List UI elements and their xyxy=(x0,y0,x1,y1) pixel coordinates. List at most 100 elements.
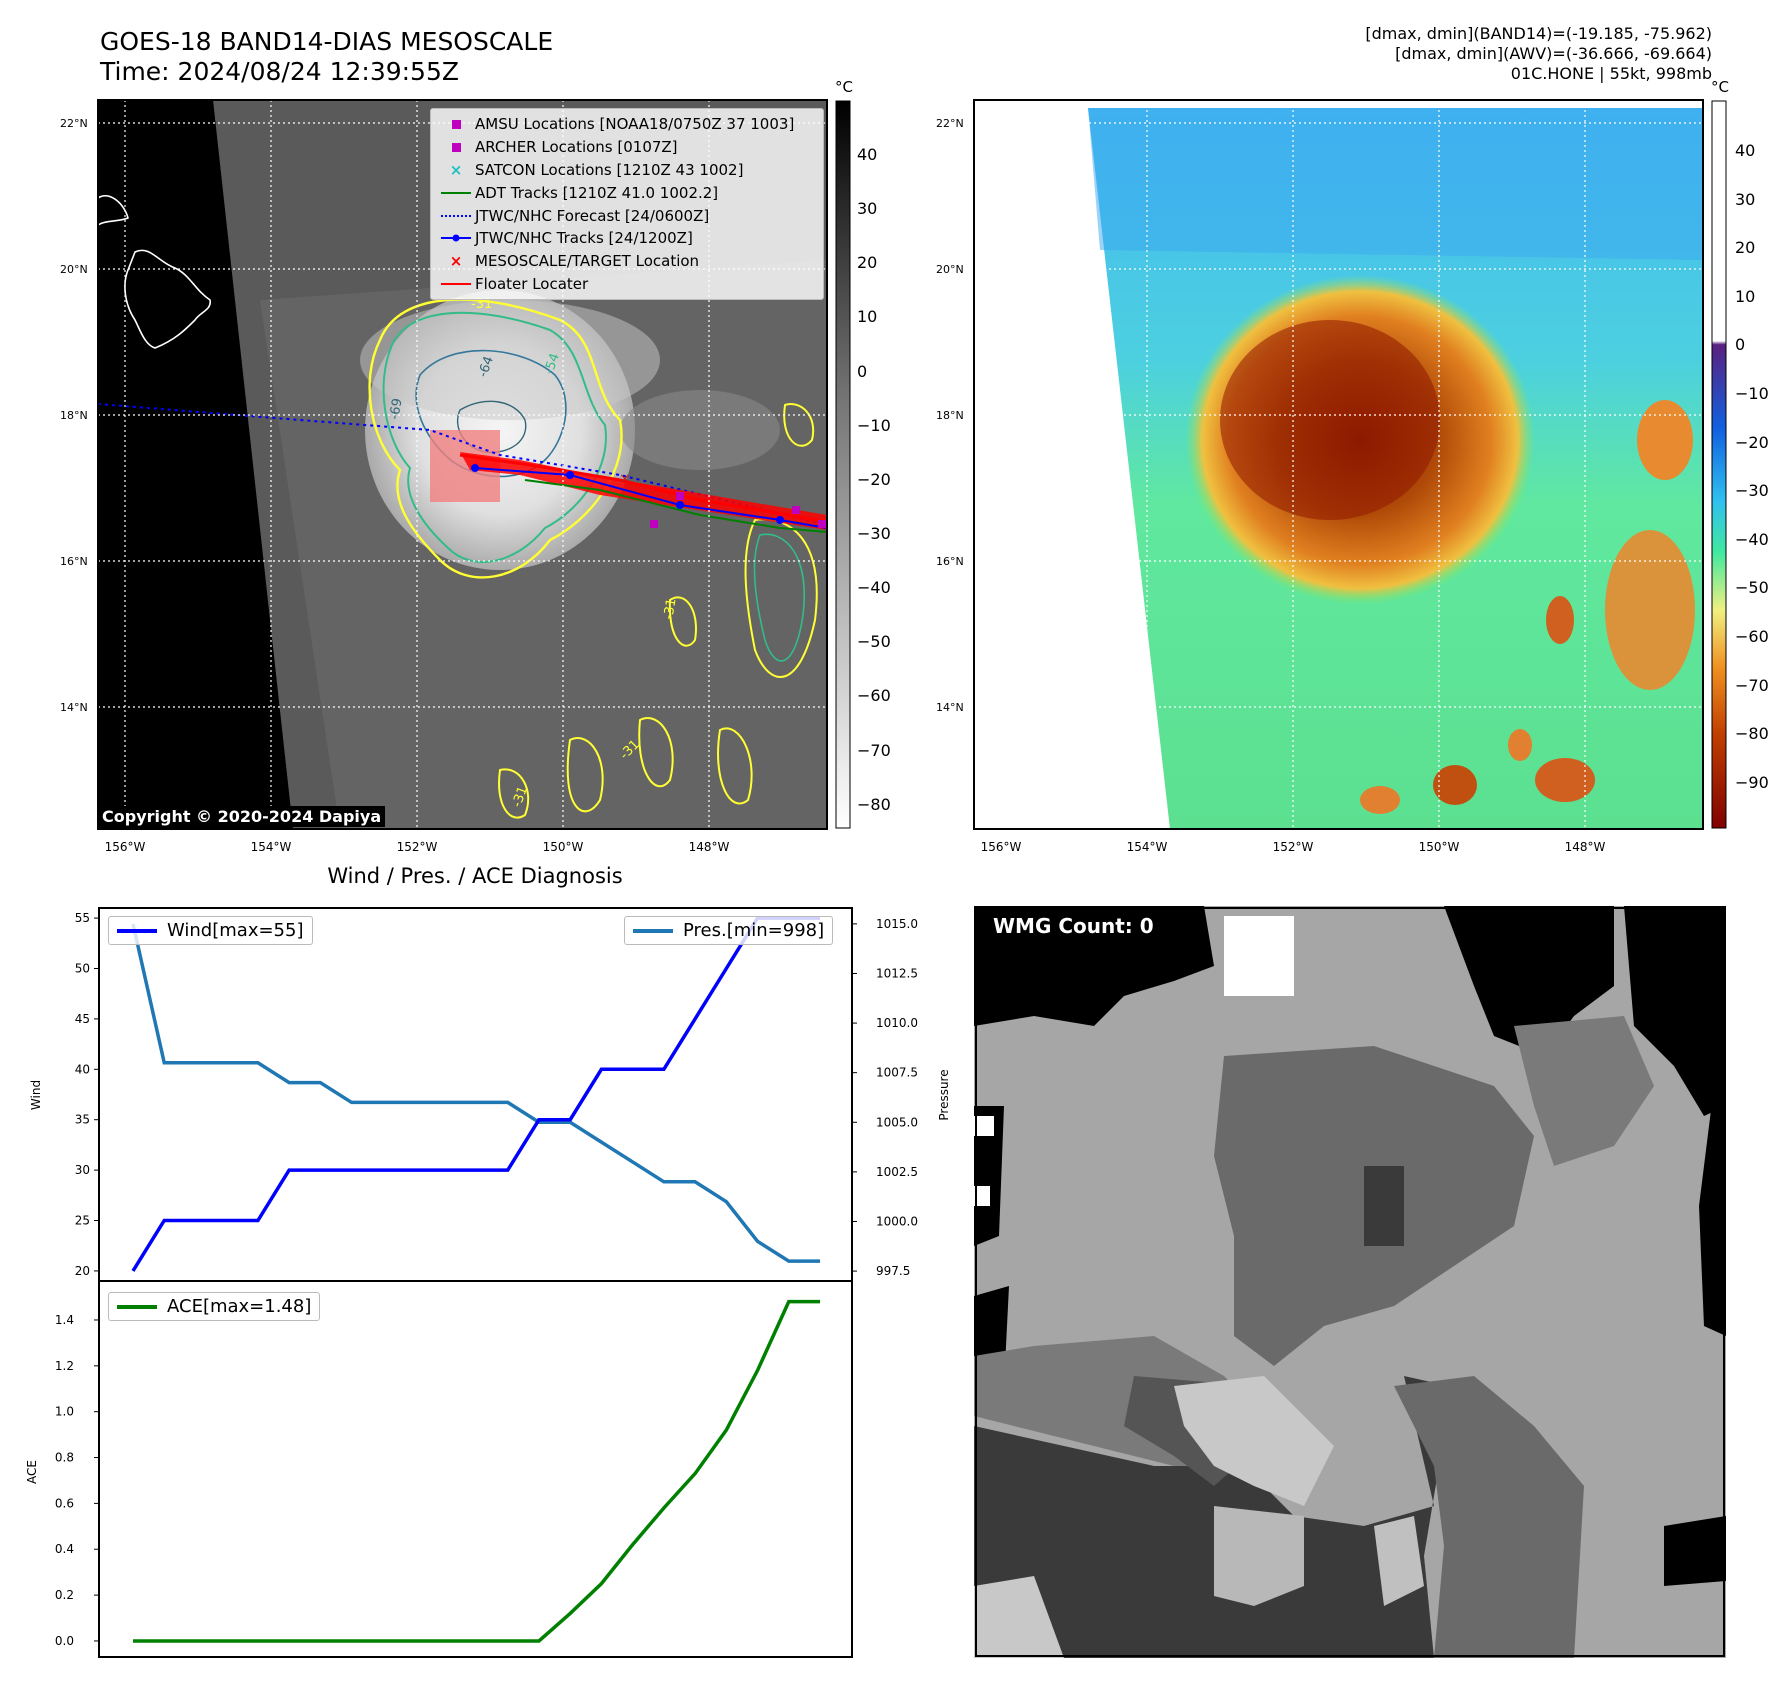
ace-tick-label: 0.2 xyxy=(55,1588,74,1602)
x-marker-icon: × xyxy=(449,252,463,271)
pressure-tick-label: 1000.0 xyxy=(876,1214,918,1228)
ir-lat-ticks: 22°N 20°N 18°N 16°N 14°N xyxy=(60,117,88,714)
ir-cbar-tick: −40 xyxy=(857,578,891,597)
ace-legend: ACE[max=1.48] xyxy=(108,1292,321,1321)
line-icon xyxy=(633,928,673,933)
wind-tick-label: 45 xyxy=(75,1012,90,1026)
svg-text:×: × xyxy=(619,471,631,487)
wind-axis-label: Wind xyxy=(29,1080,43,1110)
ir-cbar-tick: 10 xyxy=(857,307,877,326)
dmax-awv: [dmax, dmin](AWV)=(-36.666, -69.664) xyxy=(1395,44,1712,63)
lon-tick: 152°W xyxy=(1273,840,1314,854)
ace-series-line xyxy=(133,1299,820,1643)
ir-cbar-tick: −60 xyxy=(857,686,891,705)
pressure-tick-label: 1010.0 xyxy=(876,1016,918,1030)
contour-label: -69 xyxy=(387,397,405,421)
dotted-line-icon xyxy=(437,206,475,226)
ir-cbar-tick: 0 xyxy=(857,362,867,381)
lon-tick: 156°W xyxy=(981,840,1022,854)
legend-label: ARCHER Locations [0107Z] xyxy=(475,138,678,157)
legend-label: SATCON Locations [1210Z 43 1002] xyxy=(475,160,744,179)
square-icon xyxy=(437,137,475,157)
lat-tick: 20°N xyxy=(936,263,964,276)
ir-cbar-tick: 20 xyxy=(857,253,877,272)
wv-cbar-tick: 30 xyxy=(1735,190,1755,209)
lat-tick: 16°N xyxy=(936,555,964,568)
wind-tick-label: 30 xyxy=(75,1163,90,1177)
lat-tick: 14°N xyxy=(936,701,964,714)
wv-cbar-tick: 10 xyxy=(1735,287,1755,306)
pressure-tick-label: 1015.0 xyxy=(876,917,918,931)
wv-cbar-tick: 40 xyxy=(1735,141,1755,160)
legend-label: Wind[max=55] xyxy=(167,920,304,941)
legend-entry-forecast: JTWC/NHC Forecast [24/0600Z] xyxy=(437,204,817,227)
pressure-tick-label: 997.5 xyxy=(876,1264,910,1278)
wv-cbar-tick: 20 xyxy=(1735,238,1755,257)
ir-map-legend: AMSU Locations [NOAA18/0750Z 37 1003] AR… xyxy=(430,108,824,301)
wind-series-line xyxy=(131,916,820,1272)
lat-tick: 22°N xyxy=(936,117,964,130)
contour-label: -31 xyxy=(471,297,492,312)
wv-cbar-tick: −90 xyxy=(1735,773,1769,792)
contour-label: -54 xyxy=(542,351,563,376)
lat-tick: 16°N xyxy=(60,555,88,568)
lon-tick: 152°W xyxy=(397,840,438,854)
line-icon xyxy=(117,1304,157,1309)
legend-label: AMSU Locations [NOAA18/0750Z 37 1003] xyxy=(475,115,795,134)
legend-label: ADT Tracks [1210Z 41.0 1002.2] xyxy=(475,183,719,202)
line-icon xyxy=(437,183,475,203)
legend-label: Floater Locater xyxy=(475,274,589,293)
line-icon xyxy=(437,274,475,294)
ace-tick-label: 0.4 xyxy=(55,1542,74,1556)
legend-entry-floater: Floater Locater xyxy=(437,273,817,296)
ace-tick-label: 0.8 xyxy=(55,1451,74,1465)
legend-label: JTWC/NHC Forecast [24/0600Z] xyxy=(475,206,710,225)
wv-cbar-tick: 0 xyxy=(1735,335,1745,354)
ir-map-panel: × -31 -64 -54 -69 -31 -31 -31 22°N 20°N … xyxy=(60,78,1769,854)
wind-tick-label: 55 xyxy=(75,911,90,925)
ir-cbar-tick: −20 xyxy=(857,470,891,489)
wv-colorbar xyxy=(1711,100,1727,829)
wind-tick-label: 20 xyxy=(75,1264,90,1278)
pressure-series-line xyxy=(131,923,820,1263)
ir-cbar-tick: 40 xyxy=(857,145,877,164)
lat-tick: 18°N xyxy=(936,409,964,422)
lat-tick: 20°N xyxy=(60,263,88,276)
legend-entry-amsu: AMSU Locations [NOAA18/0750Z 37 1003] xyxy=(437,113,817,136)
line-icon xyxy=(117,928,157,933)
ir-cbar-tick: −30 xyxy=(857,524,891,543)
ir-lon-ticks: 156°W 154°W 152°W 150°W 148°W xyxy=(105,840,730,854)
legend-entry-satcon: × SATCON Locations [1210Z 43 1002] xyxy=(437,159,817,182)
pressure-axis-label: Pressure xyxy=(937,1069,951,1120)
square-icon xyxy=(437,114,475,134)
wv-cbar-tick: −20 xyxy=(1735,433,1769,452)
ir-cbar-tick: 30 xyxy=(857,199,877,218)
diag-title: Wind / Pres. / ACE Diagnosis xyxy=(327,864,623,888)
chart-title: GOES-18 BAND14-DIAS MESOSCALE xyxy=(100,27,554,56)
legend-entry-adt: ADT Tracks [1210Z 41.0 1002.2] xyxy=(437,181,817,204)
ace-tick-label: 1.4 xyxy=(55,1313,74,1327)
lon-tick: 154°W xyxy=(251,840,292,854)
lat-tick: 14°N xyxy=(60,701,88,714)
wv-cbar-tick: −10 xyxy=(1735,384,1769,403)
chart-timestamp: Time: 2024/08/24 12:39:55Z xyxy=(100,57,459,86)
wind-tick-label: 35 xyxy=(75,1113,90,1127)
wv-cbar-tick: −70 xyxy=(1735,676,1769,695)
legend-label: JTWC/NHC Tracks [24/1200Z] xyxy=(475,229,693,248)
legend-entry-tracks: JTWC/NHC Tracks [24/1200Z] xyxy=(437,227,817,250)
legend-label: Pres.[min=998] xyxy=(683,920,825,941)
lat-tick: 18°N xyxy=(60,409,88,422)
copyright-label: Copyright © 2020-2024 Dapiya xyxy=(98,806,386,827)
legend-entry-archer: ARCHER Locations [0107Z] xyxy=(437,136,817,159)
ace-axis-label: ACE xyxy=(25,1460,39,1484)
lon-tick: 148°W xyxy=(689,840,730,854)
ace-tick-label: 1.2 xyxy=(55,1359,74,1373)
pressure-tick-label: 1002.5 xyxy=(876,1165,918,1179)
legend-label: MESOSCALE/TARGET Location xyxy=(475,252,700,271)
lon-tick: 148°W xyxy=(1565,840,1606,854)
wv-map-image xyxy=(974,100,1703,829)
ir-cbar-tick: −80 xyxy=(857,795,891,814)
legend-entry-target: × MESOSCALE/TARGET Location xyxy=(437,250,817,273)
ace-tick-label: 1.0 xyxy=(55,1405,74,1419)
wind-tick-label: 40 xyxy=(75,1062,90,1076)
